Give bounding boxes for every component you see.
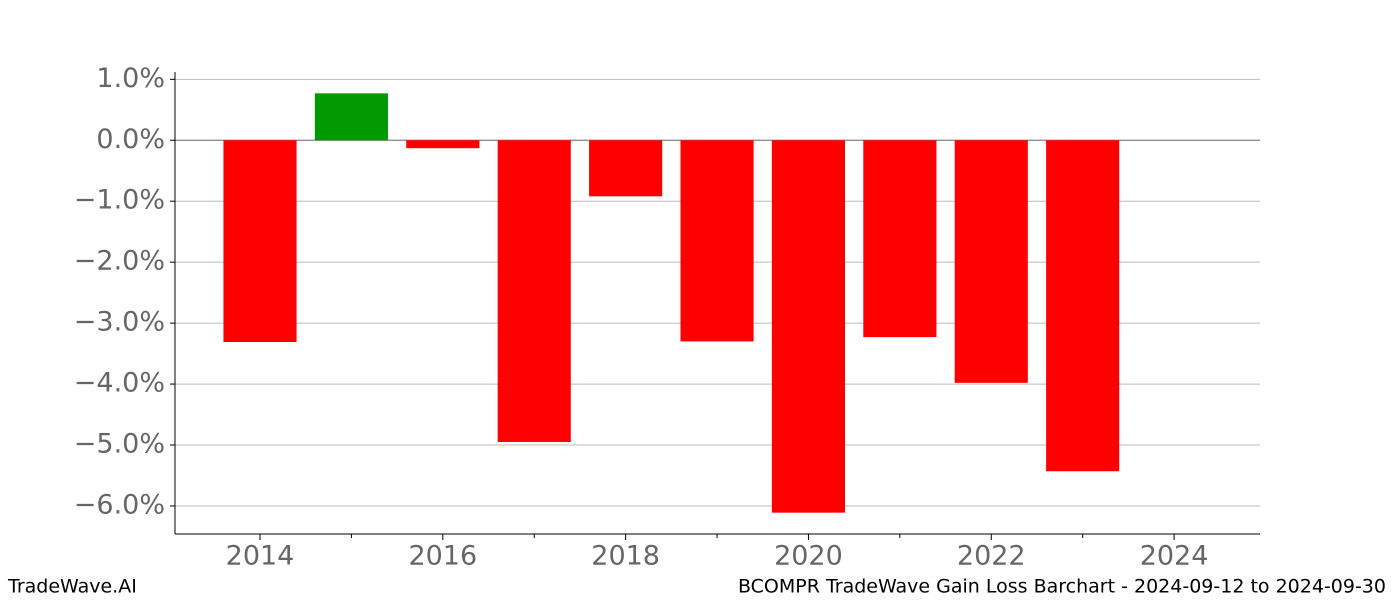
y-tick-label: 0.0%: [96, 124, 165, 155]
y-tick-label: −5.0%: [74, 429, 165, 460]
bar: [680, 140, 754, 342]
y-tick-label: −4.0%: [74, 368, 165, 399]
bar: [406, 140, 480, 149]
footer-left: TradeWave.AI: [7, 576, 137, 598]
bar: [589, 140, 663, 197]
bar: [1046, 140, 1120, 472]
x-tick-label: 2018: [591, 541, 660, 572]
y-tick-label: −1.0%: [74, 185, 165, 216]
y-tick-label: −3.0%: [74, 307, 165, 338]
x-tick-label: 2024: [1140, 541, 1209, 572]
bar: [314, 93, 388, 141]
x-tick-label: 2020: [774, 541, 843, 572]
x-tick-label: 2016: [408, 541, 477, 572]
bar: [771, 140, 846, 513]
x-tick-label: 2014: [226, 541, 295, 572]
x-tick-label: 2022: [957, 541, 1026, 572]
bar: [223, 140, 297, 343]
bar: [863, 140, 937, 338]
y-tick-label: −6.0%: [74, 489, 165, 520]
y-tick-label: −2.0%: [74, 246, 165, 277]
footer-right: BCOMPR TradeWave Gain Loss Barchart - 20…: [738, 576, 1386, 598]
bar: [954, 140, 1028, 383]
y-tick-label: 1.0%: [96, 63, 165, 94]
bar: [497, 140, 571, 442]
